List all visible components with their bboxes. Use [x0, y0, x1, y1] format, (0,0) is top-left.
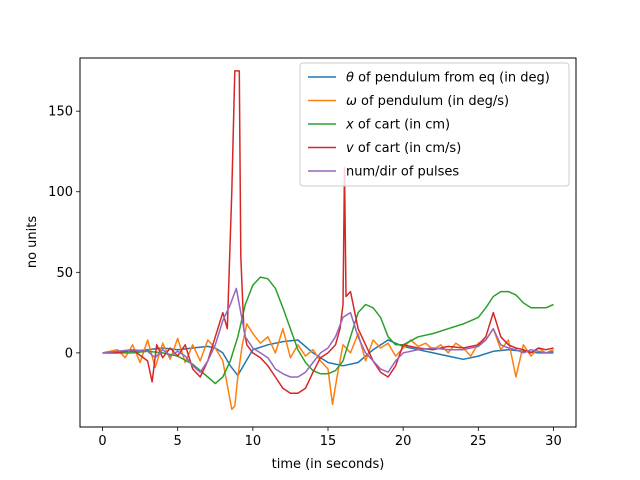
legend-symbol: v [346, 141, 354, 156]
y-tick-label: 150 [48, 105, 73, 120]
series-line-4 [102, 70, 554, 394]
series-layer [102, 70, 554, 411]
x-tick-label: 15 [320, 434, 337, 449]
legend-symbol: x [345, 118, 354, 133]
legend-text: num/dir of pulses [346, 165, 459, 180]
series-line-2 [102, 323, 554, 411]
legend-symbol: ω [346, 94, 357, 109]
legend-box [299, 62, 570, 187]
series-line-5 [102, 287, 554, 378]
legend-text: of pendulum from eq (in deg) [354, 71, 550, 86]
x-tick-label: 10 [245, 434, 262, 449]
legend-text: of cart (in cm) [354, 118, 450, 133]
x-tick-label: 0 [98, 434, 106, 449]
legend-label-4: v of cart (in cm/s) [346, 141, 461, 156]
y-tick-label: 50 [56, 266, 73, 281]
series-line-3 [102, 276, 554, 385]
x-tick-label: 30 [545, 434, 562, 449]
y-axis: 0 50 100 150 [48, 105, 80, 361]
x-tick-label: 5 [174, 434, 182, 449]
y-axis-label: no units [25, 216, 40, 269]
legend-label-5: num/dir of pulses [346, 165, 459, 180]
series-line-1 [102, 339, 554, 377]
legend-label-3: x of cart (in cm) [345, 118, 450, 133]
legend-label-2: ω of pendulum (in deg/s) [346, 94, 509, 109]
legend-symbol: θ [346, 71, 354, 86]
x-axis: 0 5 10 15 20 25 30 [98, 427, 562, 449]
x-tick-label: 20 [395, 434, 412, 449]
legend-text: of pendulum (in deg/s) [357, 94, 509, 109]
legend-text: of cart (in cm/s) [354, 141, 462, 156]
y-tick-label: 0 [65, 346, 73, 361]
y-tick-label: 100 [48, 185, 73, 200]
legend-label-1: θ of pendulum from eq (in deg) [346, 71, 550, 86]
x-tick-label: 25 [470, 434, 487, 449]
legend: θ of pendulum from eq (in deg) ω of pendu… [299, 62, 570, 187]
x-axis-label: time (in seconds) [272, 457, 385, 472]
